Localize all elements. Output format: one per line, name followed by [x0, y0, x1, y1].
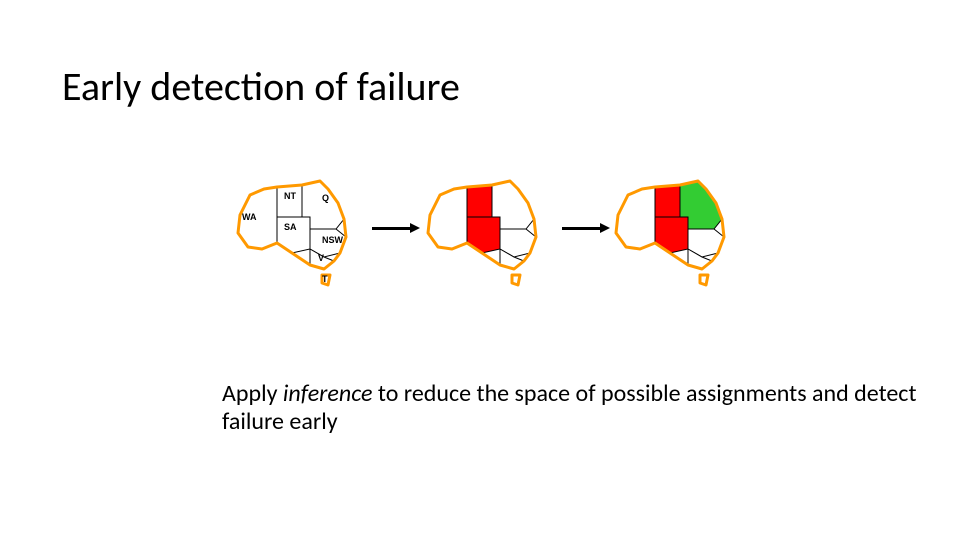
arrow-icon: [372, 227, 412, 230]
australia-map: [422, 175, 552, 290]
caption-prefix: Apply: [222, 379, 283, 408]
slide-title: Early detection of failure: [62, 62, 460, 111]
state-label-nt: NT: [284, 191, 296, 201]
map-sequence-diagram: WA NT SA Q NSW V T: [232, 175, 732, 305]
state-label-wa: WA: [242, 212, 257, 222]
caption-italic: inference: [283, 379, 373, 408]
state-label-nsw: NSW: [322, 235, 344, 245]
caption-text: Apply inference to reduce the space of p…: [222, 380, 960, 435]
australia-map: [610, 175, 740, 290]
slide: Early detection of failure WANTSAQNSWVT …: [0, 0, 960, 540]
state-label-q: Q: [322, 193, 329, 203]
state-nt: [467, 185, 492, 217]
state-nt: [277, 185, 302, 217]
australia-map-svg: [422, 175, 552, 290]
state-label-v: V: [318, 253, 324, 263]
australia-map: WA NT SA Q NSW V T: [232, 175, 362, 290]
australia-map-svg: WA NT SA Q NSW V T: [232, 175, 362, 290]
state-label-t: T: [322, 274, 328, 284]
arrow-icon: [562, 227, 602, 230]
australia-map-svg: [610, 175, 740, 290]
state-label-sa: SA: [284, 222, 297, 232]
state-nt: [655, 185, 680, 217]
